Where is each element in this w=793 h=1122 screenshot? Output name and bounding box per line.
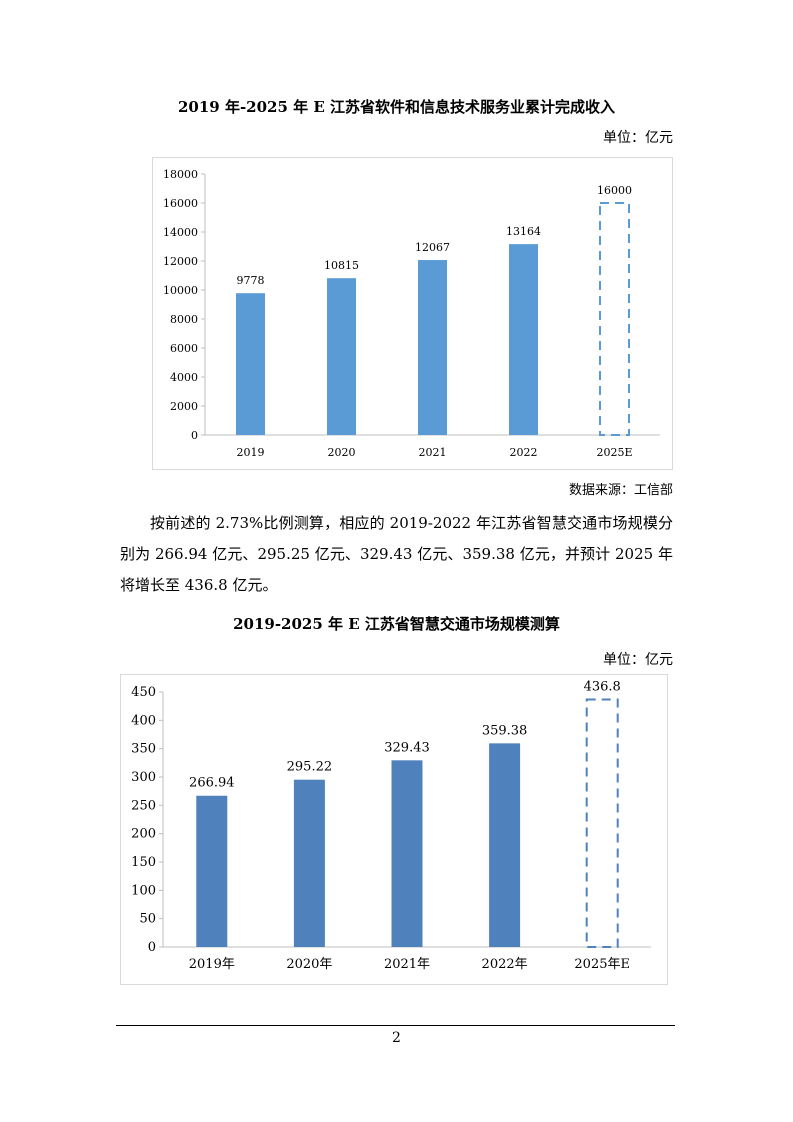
x-tick-label: 2025年E — [574, 957, 630, 972]
x-tick-label: 2019 — [237, 446, 265, 459]
data-label: 266.94 — [189, 776, 235, 791]
y-tick-label: 14000 — [163, 226, 198, 239]
page-number: 2 — [392, 1030, 401, 1046]
y-tick-label: 8000 — [170, 313, 198, 326]
x-tick-label: 2020 — [328, 446, 356, 459]
y-tick-label: 400 — [131, 713, 156, 728]
y-tick-label: 250 — [131, 798, 156, 813]
chart2-svg: 0 50 100 150 200 250 300 350 400 450 266.94 2019年 29… — [131, 679, 651, 972]
chart2-unit: 单位：亿元 — [603, 652, 673, 668]
data-label: 359.38 — [482, 723, 527, 738]
y-tick-label: 10000 — [163, 284, 198, 297]
y-tick-label: 50 — [139, 912, 156, 927]
chart1-svg: 0 2000 4000 6000 8000 10000 12000 14000 16000 180… — [163, 168, 660, 459]
chart1-unit: 单位：亿元 — [603, 130, 673, 146]
chart1-title: 2019 年-2025 年 E 江苏省软件和信息技术服务业累计完成收入 — [177, 98, 616, 116]
x-tick-label: 2019年 — [189, 957, 235, 972]
data-label: 436.8 — [584, 679, 621, 694]
chart2-container: 0 50 100 150 200 250 300 350 400 450 266.94 2019年 29… — [120, 674, 668, 985]
y-tick-label: 300 — [131, 770, 156, 785]
y-tick-label: 350 — [131, 742, 156, 757]
y-tick-label: 0 — [191, 429, 198, 442]
x-tick-label: 2020年 — [286, 957, 332, 972]
data-label: 9778 — [237, 274, 265, 287]
data-label: 329.43 — [384, 740, 430, 755]
bar-projected — [599, 202, 630, 436]
y-tick-label: 4000 — [170, 371, 198, 384]
y-tick-label: 0 — [148, 940, 156, 955]
bar — [489, 743, 521, 947]
bar — [236, 293, 265, 435]
y-tick-label: 2000 — [170, 400, 198, 413]
y-tick-label: 12000 — [163, 255, 198, 268]
bar — [196, 795, 228, 947]
y-tick-label: 150 — [131, 855, 156, 870]
data-label: 16000 — [597, 184, 632, 197]
y-tick-label: 6000 — [170, 342, 198, 355]
y-tick-label: 100 — [131, 883, 156, 898]
x-tick-label: 2021年 — [384, 957, 430, 972]
y-tick-label: 16000 — [163, 197, 198, 210]
chart1-source: 数据来源：工信部 — [568, 483, 673, 498]
data-label: 12067 — [415, 241, 450, 254]
bar — [327, 278, 356, 435]
bar — [293, 779, 325, 947]
bar — [418, 260, 447, 435]
chart1-container: 0 2000 4000 6000 8000 10000 12000 14000 16000 180… — [152, 157, 673, 470]
chart2-title: 2019-2025 年 E 江苏省智慧交通市场规模测算 — [233, 615, 560, 633]
bar-projected — [585, 698, 619, 949]
footer-divider — [116, 1025, 675, 1026]
body-paragraph: 按前述的 2.73%比例测算，相应的 2019-2022 年江苏省智慧交通市场规… — [120, 514, 673, 594]
x-tick-label: 2022年 — [482, 957, 528, 972]
y-tick-label: 450 — [131, 685, 156, 700]
bar — [509, 244, 538, 435]
x-tick-label: 2021 — [419, 446, 447, 459]
data-label: 13164 — [506, 225, 541, 238]
y-tick-label: 200 — [131, 827, 156, 842]
y-tick-label: 18000 — [163, 168, 198, 181]
bar — [391, 760, 423, 947]
x-tick-label: 2022 — [510, 446, 538, 459]
data-label: 10815 — [324, 259, 359, 272]
data-label: 295.22 — [287, 760, 333, 775]
x-tick-label: 2025E — [596, 446, 632, 459]
